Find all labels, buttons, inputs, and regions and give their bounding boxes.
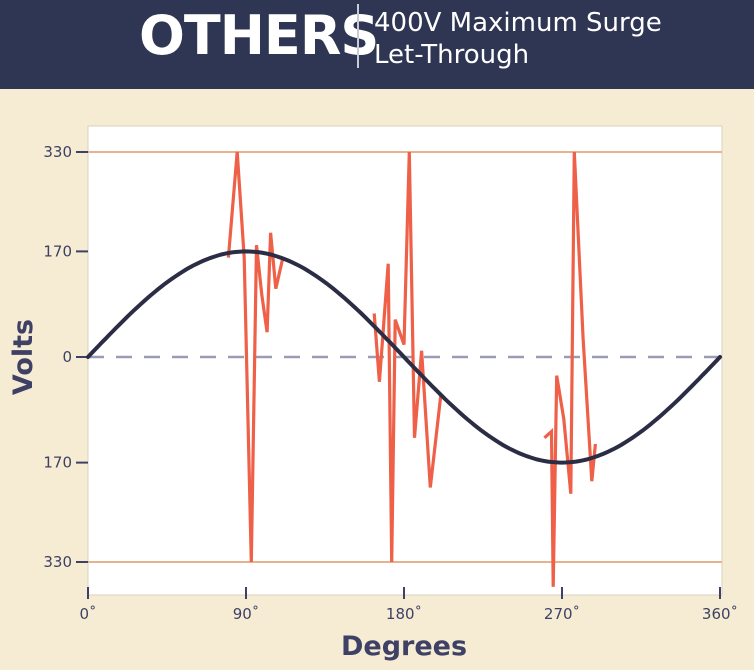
y-tick-label: 0	[62, 348, 72, 366]
page-title: OTHERS	[139, 4, 379, 67]
x-axis-title: Degrees	[341, 631, 467, 662]
x-tick-label: 180˚	[386, 605, 422, 623]
subtitle-line-1: 400V Maximum Surge	[374, 8, 662, 38]
subtitle-line-2: Let-Through	[374, 40, 530, 70]
x-tick-label: 270˚	[544, 605, 580, 623]
x-tick-label: 90˚	[233, 605, 260, 623]
y-axis-title: Volts	[8, 319, 39, 395]
sine-wave-line	[86, 249, 722, 465]
y-tick-label: 330	[43, 553, 72, 571]
y-tick-label: 330	[43, 143, 72, 161]
surge-spike-2	[372, 151, 443, 563]
page-subtitle: 400V Maximum Surge Let-Through	[374, 7, 662, 71]
surge-spike-1	[226, 151, 285, 563]
y-tick-label: 170	[43, 454, 72, 472]
x-tick-label: 360˚	[702, 605, 738, 623]
y-tick-label: 170	[43, 242, 72, 260]
header-divider	[357, 4, 359, 68]
surge-spike-3	[543, 151, 597, 587]
header-bar: OTHERS 400V Maximum Surge Let-Through	[0, 0, 754, 89]
x-tick-label: 0˚	[79, 605, 96, 623]
